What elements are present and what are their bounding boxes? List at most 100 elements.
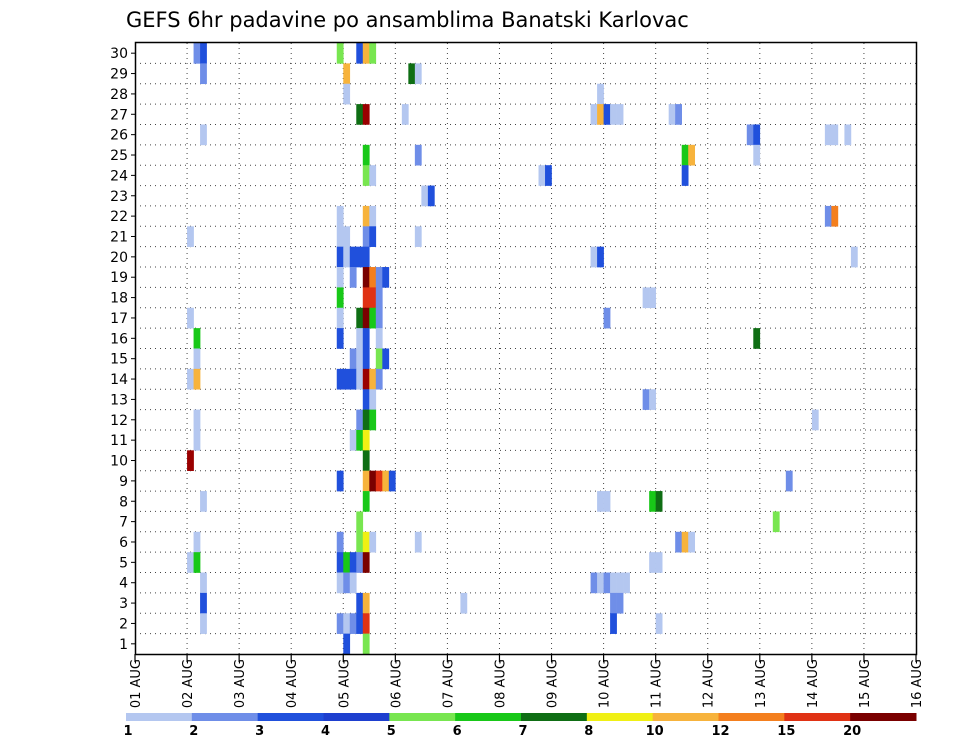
heatmap-cell bbox=[369, 165, 377, 186]
heatmap-cell bbox=[362, 348, 370, 370]
heatmap-cell bbox=[336, 226, 344, 247]
heatmap-cell bbox=[336, 205, 344, 227]
y-tick-label: 9 bbox=[119, 474, 128, 490]
legend-label: 10 bbox=[646, 724, 664, 739]
heatmap-cell bbox=[681, 531, 689, 553]
y-axis: 1234567891011121314151617181920212223242… bbox=[110, 46, 135, 653]
heatmap-cell bbox=[850, 246, 858, 268]
heatmap-cell bbox=[414, 63, 422, 85]
y-tick-label: 4 bbox=[119, 576, 128, 592]
legend-swatch bbox=[521, 713, 588, 721]
y-tick-label: 19 bbox=[110, 270, 128, 286]
heatmap-cell bbox=[349, 348, 357, 370]
y-tick-label: 18 bbox=[110, 291, 128, 307]
legend-swatch bbox=[586, 713, 654, 721]
legend-label: 1 bbox=[123, 724, 132, 739]
heatmap-cell bbox=[369, 226, 377, 247]
heatmap-cell bbox=[681, 144, 689, 166]
heatmap-cell bbox=[369, 267, 377, 288]
legend-label: 6 bbox=[453, 724, 462, 739]
heatmap-cell bbox=[362, 552, 370, 573]
heatmap-cell bbox=[362, 613, 370, 634]
heatmap-cell bbox=[688, 531, 696, 553]
heatmap-cell bbox=[362, 409, 370, 431]
heatmap-cell bbox=[772, 511, 780, 533]
heatmap-cell bbox=[193, 409, 201, 431]
heatmap-cell bbox=[597, 104, 604, 125]
heatmap-cell bbox=[597, 246, 604, 268]
heatmap-cell bbox=[362, 165, 370, 186]
heatmap-cell bbox=[187, 368, 194, 390]
heatmap-cell bbox=[362, 328, 370, 349]
heatmap-cell bbox=[649, 287, 656, 309]
heatmap-cell bbox=[362, 287, 370, 309]
heatmap-cell bbox=[375, 328, 383, 349]
heatmap-cell bbox=[336, 328, 344, 349]
heatmap-cell bbox=[610, 592, 617, 614]
heatmap-cell bbox=[356, 531, 364, 553]
heatmap-cell bbox=[362, 633, 370, 655]
heatmap-cell bbox=[193, 368, 201, 390]
heatmap-cell bbox=[375, 307, 383, 329]
heatmap-cell bbox=[343, 613, 351, 634]
heatmap-cell bbox=[603, 491, 611, 512]
heatmap-cell bbox=[356, 246, 364, 268]
x-tick-label: 02 AUG bbox=[181, 659, 196, 708]
heatmap-cell bbox=[200, 491, 207, 512]
y-tick-label: 7 bbox=[119, 515, 128, 531]
chart-grid bbox=[135, 43, 916, 654]
legend: 1 2 3 4 5 6 7 8 10 12 15 20 bbox=[123, 713, 917, 739]
y-tick-label: 25 bbox=[110, 148, 128, 164]
y-tick-label: 11 bbox=[110, 433, 128, 449]
heatmap-cell bbox=[336, 246, 344, 268]
heatmap-cell bbox=[349, 552, 357, 573]
heatmap-cell bbox=[336, 470, 344, 492]
heatmap-cell bbox=[362, 43, 370, 64]
heatmap-cell bbox=[356, 328, 364, 349]
heatmap-cell bbox=[785, 470, 793, 492]
heatmap-cell bbox=[655, 613, 663, 634]
heatmap-cell bbox=[356, 368, 364, 390]
heatmap-cell bbox=[362, 592, 370, 614]
heatmap-cell bbox=[200, 43, 207, 64]
heatmap-cell bbox=[831, 124, 839, 146]
heatmap-cell bbox=[382, 348, 390, 370]
heatmap-cell bbox=[200, 592, 207, 614]
heatmap-cell bbox=[375, 287, 383, 309]
heatmap-cell bbox=[356, 613, 364, 634]
heatmap-cell bbox=[336, 267, 344, 288]
heatmap-cell bbox=[193, 552, 201, 573]
heatmap-cell bbox=[369, 470, 377, 492]
heatmap-cell bbox=[649, 389, 656, 410]
heatmap-cell bbox=[343, 246, 351, 268]
legend-swatch bbox=[257, 713, 324, 721]
heatmap-cell bbox=[421, 185, 429, 207]
heatmap-cell bbox=[200, 124, 207, 146]
x-tick-label: 10 AUG bbox=[598, 659, 613, 708]
heatmap-cell bbox=[603, 104, 611, 125]
y-tick-label: 14 bbox=[110, 372, 128, 388]
heatmap-cell bbox=[362, 531, 370, 553]
heatmap-cell bbox=[193, 328, 201, 349]
legend-label: 12 bbox=[711, 724, 729, 739]
heatmap-cell bbox=[193, 531, 201, 553]
heatmap-cell bbox=[356, 511, 364, 533]
heatmap-cell bbox=[753, 144, 761, 166]
heatmap-cell bbox=[193, 348, 201, 370]
y-tick-label: 28 bbox=[110, 87, 128, 103]
heatmap-cell bbox=[362, 226, 370, 247]
heatmap-cell bbox=[356, 348, 364, 370]
heatmap-cell bbox=[200, 613, 207, 634]
heatmap-cell bbox=[200, 63, 207, 85]
chart-title: GEFS 6hr padavine po ansamblima Banatski… bbox=[126, 8, 689, 32]
x-tick-label: 09 AUG bbox=[546, 659, 561, 708]
heatmap-cell bbox=[414, 144, 422, 166]
heatmap-cell bbox=[610, 572, 617, 594]
y-tick-label: 20 bbox=[110, 250, 128, 266]
heatmap-cell bbox=[616, 592, 624, 614]
heatmap-cell bbox=[187, 307, 194, 329]
heatmap-cell bbox=[343, 226, 351, 247]
y-tick-label: 27 bbox=[110, 107, 128, 123]
y-tick-label: 8 bbox=[119, 494, 128, 510]
